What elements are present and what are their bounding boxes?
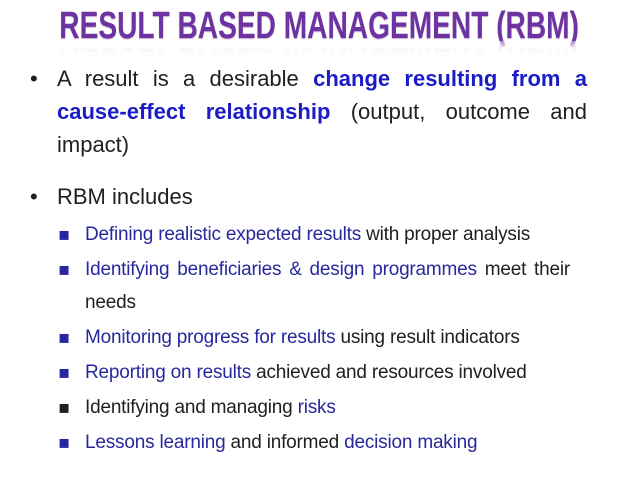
text-segment-highlight: Monitoring progress for results bbox=[85, 327, 336, 348]
bullet-result-definition: • A result is a desirable change resulti… bbox=[30, 62, 638, 161]
sub-bullet-defining-results: ▪ Defining realistic expected results wi… bbox=[58, 218, 638, 251]
title-reflection: RESULT BASED MANAGEMENT (RBM) bbox=[0, 41, 638, 55]
bullet-result-definition-text: A result is a desirable change resulting… bbox=[57, 62, 587, 161]
square-bullet-icon: ▪ bbox=[58, 362, 71, 383]
text-segment-highlight: risks bbox=[297, 397, 336, 418]
text-segment-highlight: Identifying beneficiaries & design progr… bbox=[85, 259, 477, 280]
text-segment: using result indicators bbox=[335, 327, 520, 348]
round-bullet-icon: • bbox=[30, 184, 38, 209]
sub-bullet-reporting-results: ▪ Reporting on results achieved and reso… bbox=[58, 356, 638, 389]
text-segment: A result is a desirable bbox=[57, 66, 314, 91]
sub-bullet-monitoring-progress-text: Monitoring progress for results using re… bbox=[85, 321, 520, 354]
sub-bullet-managing-risks: ▪ Identifying and managing risks bbox=[58, 391, 638, 424]
rbm-sub-bullet-list: ▪ Defining realistic expected results wi… bbox=[0, 218, 638, 459]
sub-bullet-lessons-learning: ▪ Lessons learning and informed decision… bbox=[58, 426, 638, 459]
square-bullet-icon: ▪ bbox=[58, 224, 71, 245]
round-bullet-icon: • bbox=[30, 66, 38, 91]
text-segment: and informed bbox=[225, 432, 345, 453]
text-segment-highlight: decision making bbox=[344, 432, 478, 453]
sub-bullet-monitoring-progress: ▪ Monitoring progress for results using … bbox=[58, 321, 638, 354]
text-segment: achieved and resources involved bbox=[251, 362, 527, 383]
text-segment-highlight: Lessons learning bbox=[85, 432, 226, 453]
text-segment: Identifying and managing bbox=[85, 397, 298, 418]
page-title: RESULT BASED MANAGEMENT (RBM) bbox=[0, 6, 638, 46]
slide-title-area: RESULT BASED MANAGEMENT (RBM) RESULT BAS… bbox=[0, 0, 638, 60]
text-segment-highlight: Reporting on results bbox=[85, 362, 252, 383]
page-title-text: RESULT BASED MANAGEMENT (RBM) bbox=[59, 5, 579, 47]
sub-bullet-defining-results-text: Defining realistic expected results with… bbox=[85, 218, 530, 251]
sub-bullet-identifying-beneficiaries-text: Identifying beneficiaries & design progr… bbox=[85, 253, 570, 319]
sub-bullet-lessons-learning-text: Lessons learning and informed decision m… bbox=[85, 426, 478, 459]
text-segment-highlight: change resulting from a cause-effect rel… bbox=[57, 66, 587, 124]
sub-bullet-reporting-results-text: Reporting on results achieved and resour… bbox=[85, 356, 527, 389]
text-segment: (output, outcome and impact) bbox=[57, 99, 588, 157]
text-segment: with proper analysis bbox=[361, 224, 531, 245]
bullet-rbm-includes-text: RBM includes bbox=[57, 184, 193, 209]
text-segment-highlight: Defining realistic expected results bbox=[85, 224, 362, 245]
bullet-rbm-includes: • RBM includes bbox=[30, 180, 638, 213]
square-bullet-icon: ▪ bbox=[58, 432, 71, 453]
title-reflection-text: RESULT BASED MANAGEMENT (RBM) bbox=[59, 41, 579, 55]
sub-bullet-managing-risks-text: Identifying and managing risks bbox=[85, 391, 336, 424]
sub-bullet-identifying-beneficiaries: ▪ Identifying beneficiaries & design pro… bbox=[58, 253, 638, 319]
square-bullet-icon: ▪ bbox=[58, 327, 71, 348]
square-bullet-icon: ▪ bbox=[58, 397, 71, 418]
square-bullet-icon: ▪ bbox=[58, 259, 71, 280]
text-segment: meet their needs bbox=[85, 259, 570, 313]
